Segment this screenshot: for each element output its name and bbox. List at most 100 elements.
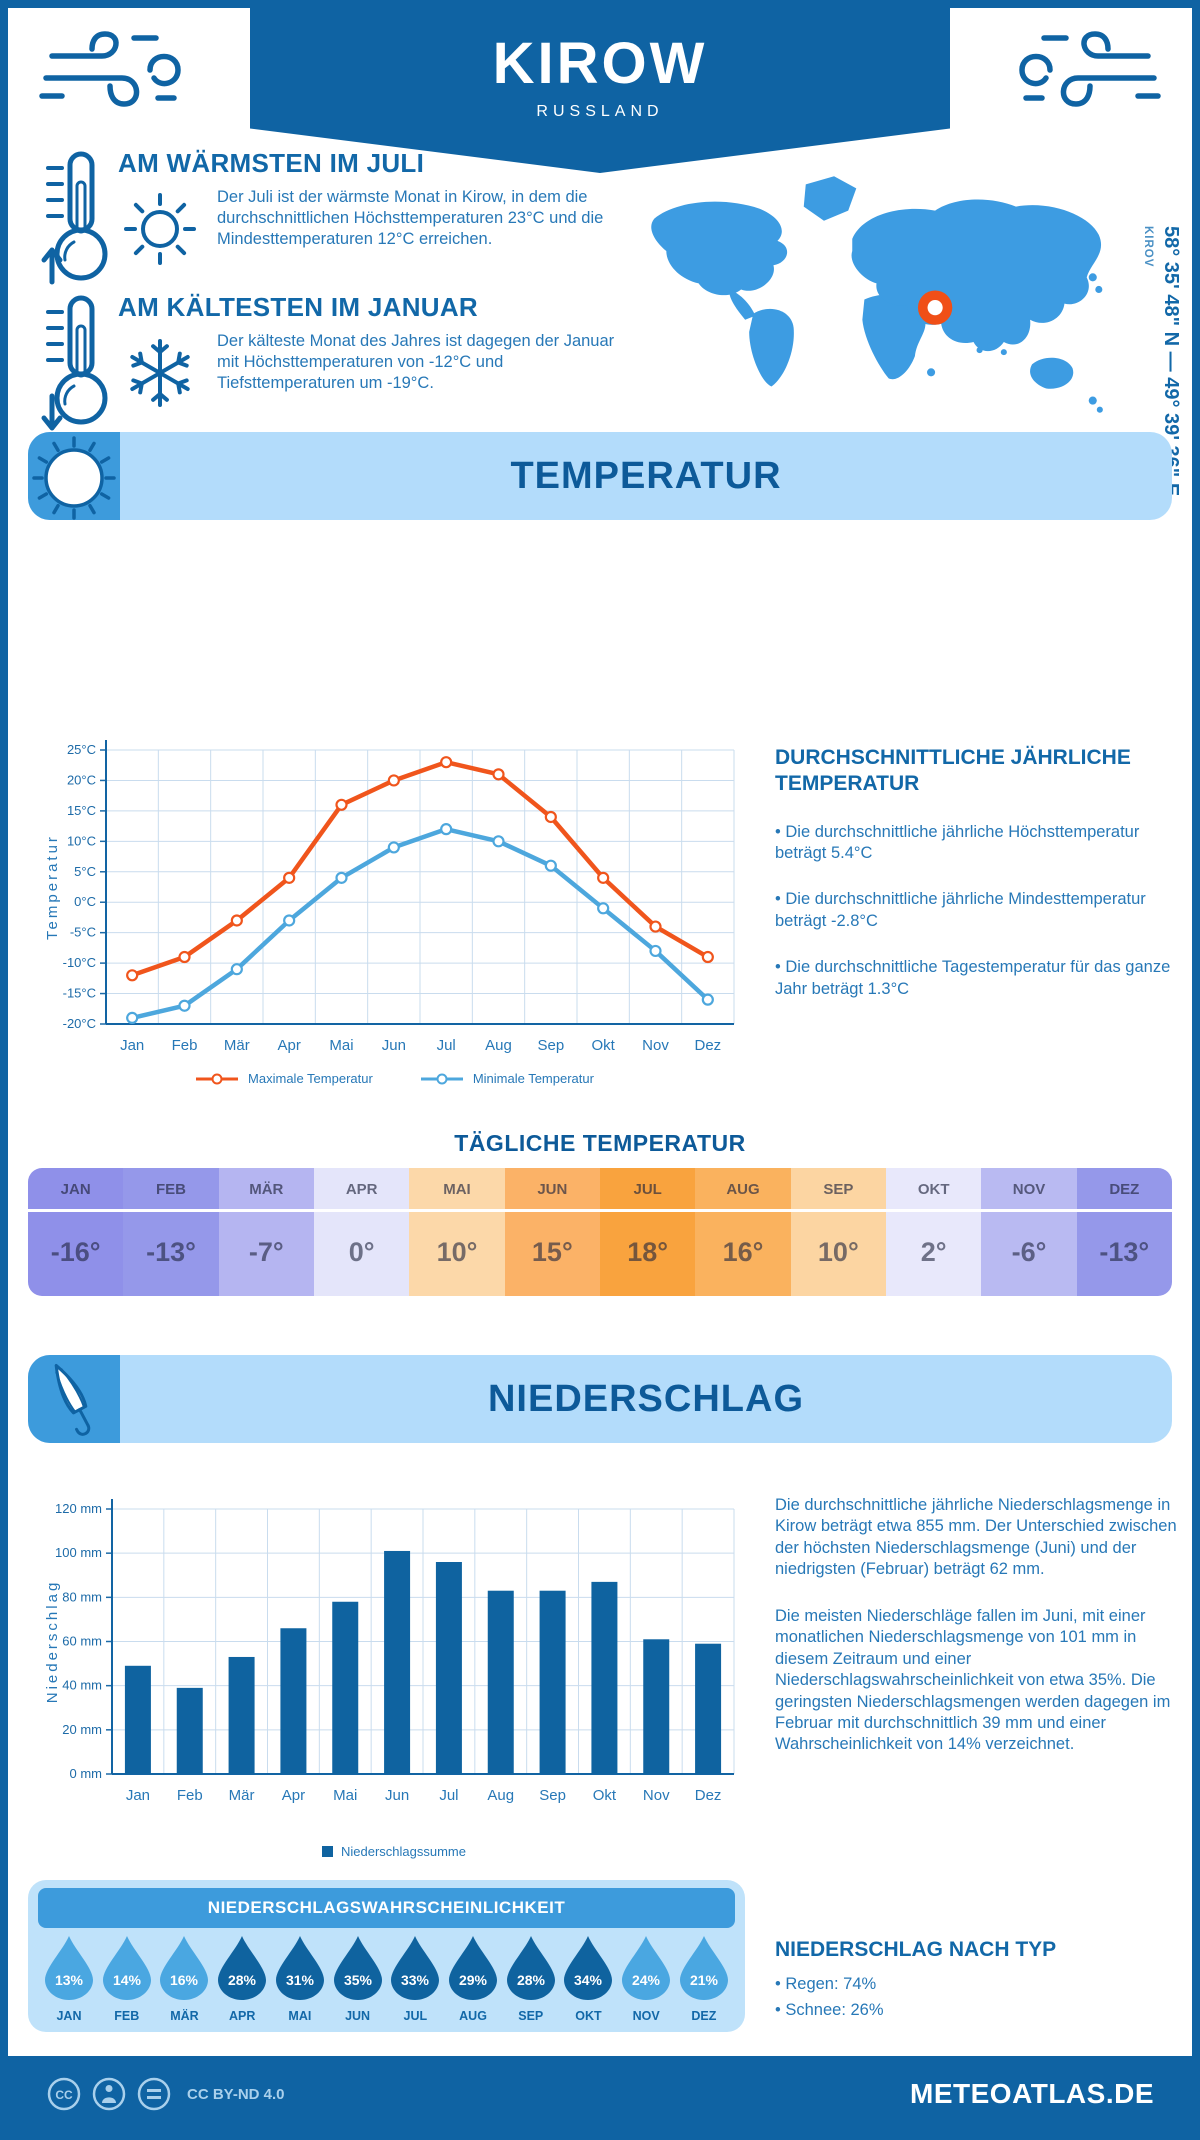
probability-title: NIEDERSCHLAGSWAHRSCHEINLICHKEIT <box>38 1888 735 1928</box>
droplet-icon: 34% <box>564 1936 613 2000</box>
daily-temp-cell: JUN 15° <box>504 1168 600 1296</box>
svg-text:24%: 24% <box>632 1972 661 1988</box>
by-type-title: NIEDERSCHLAG NACH TYP <box>775 1938 1057 1961</box>
daily-temp-month: JUN <box>504 1168 600 1212</box>
daily-temp-month: NOV <box>981 1168 1077 1212</box>
sun-icon <box>124 193 196 265</box>
no-derivatives-icon <box>137 2077 171 2111</box>
world-map <box>636 166 1116 429</box>
droplet-month: MÄR <box>170 2009 199 2023</box>
svg-text:CC: CC <box>55 2088 73 2102</box>
daily-temp-month: OKT <box>886 1168 982 1212</box>
stat-item: • Die durchschnittliche jährliche Höchst… <box>775 822 1140 862</box>
svg-text:20°C: 20°C <box>67 772 96 787</box>
license-label: CC BY-ND 4.0 <box>187 2085 285 2103</box>
svg-text:29%: 29% <box>459 1972 488 1988</box>
precipitation-bar-nov <box>643 1639 670 1774</box>
by-type-item: • Schnee: 26% <box>775 2000 884 2019</box>
svg-text:-15°C: -15°C <box>63 986 96 1001</box>
svg-text:60 mm: 60 mm <box>62 1634 102 1649</box>
legend-label: Niederschlagssumme <box>341 1844 466 1859</box>
svg-text:Jun: Jun <box>385 1787 409 1804</box>
droplet-icon: 31% <box>275 1936 324 2000</box>
precipitation-section-banner: NIEDERSCHLAG <box>28 1355 1172 1443</box>
svg-text:Mär: Mär <box>224 1037 250 1054</box>
svg-text:20 mm: 20 mm <box>62 1722 102 1737</box>
daily-temp-cell: MÄR -7° <box>218 1168 314 1296</box>
svg-text:Jul: Jul <box>439 1787 458 1804</box>
precipitation-bar-mär <box>228 1656 255 1774</box>
precipitation-bar-jun <box>384 1550 411 1774</box>
svg-text:31%: 31% <box>286 1972 315 1988</box>
droplet-icon: 28% <box>506 1936 555 2000</box>
svg-text:-5°C: -5°C <box>70 925 96 940</box>
svg-text:28%: 28% <box>517 1972 546 1988</box>
daily-temp-value: -13° <box>1099 1237 1150 1267</box>
stat-item: • Die durchschnittliche Tagestemperatur … <box>775 958 1171 998</box>
map-north-america <box>651 201 788 296</box>
droplet-month: DEZ <box>691 2009 717 2023</box>
legend-label: Maximale Temperatur <box>248 1071 373 1086</box>
probability-droplet: 34% OKT <box>561 1934 615 2023</box>
svg-text:Jan: Jan <box>120 1037 144 1054</box>
umbrella-banner-icon <box>28 1355 120 1443</box>
daily-temp-month: DEZ <box>1076 1168 1172 1212</box>
svg-text:5°C: 5°C <box>74 864 96 879</box>
svg-text:Sep: Sep <box>539 1787 566 1804</box>
svg-text:Dez: Dez <box>694 1037 721 1054</box>
precipitation-paragraph: Die meisten Niederschläge fallen im Juni… <box>775 1606 1171 1754</box>
precipitation-bar-mai <box>332 1601 359 1774</box>
probability-droplet: 33% JUL <box>388 1934 442 2023</box>
svg-text:Feb: Feb <box>172 1037 198 1054</box>
svg-text:Mai: Mai <box>329 1037 353 1054</box>
precipitation-probability-box: NIEDERSCHLAGSWAHRSCHEINLICHKEIT 13% JAN 14… <box>28 1880 745 2032</box>
highlight-title: AM KÄLTESTEN IM JANUAR <box>118 292 478 322</box>
svg-text:25°C: 25°C <box>67 742 96 757</box>
daily-temp-cell: JAN -16° <box>28 1168 124 1296</box>
probability-droplet: 21% DEZ <box>677 1934 731 2023</box>
svg-text:Apr: Apr <box>277 1037 300 1054</box>
map-south-america <box>749 308 794 387</box>
droplet-month: MAI <box>288 2009 312 2023</box>
daily-temp-value: -13° <box>146 1237 196 1267</box>
highlight-text: Der Juli ist der wärmste Monat in Kirow,… <box>217 188 604 249</box>
precipitation-chart-svg: 120 mm 100 mm 80 mm 60 mm 40 mm 20 mm 0 mm Jan F… <box>44 1499 735 1804</box>
daily-temperature-title: TÄGLICHE TEMPERATUR <box>454 1130 746 1156</box>
svg-text:Okt: Okt <box>593 1787 617 1804</box>
droplet-icon: 28% <box>218 1936 267 2000</box>
droplet-month: APR <box>228 2009 256 2023</box>
svg-text:33%: 33% <box>401 1972 430 1988</box>
svg-text:28%: 28% <box>228 1972 257 1988</box>
by-type-item: • Regen: 74% <box>775 1975 877 1993</box>
precipitation-text: Die durchschnittliche jährliche Niedersc… <box>775 1495 1177 1781</box>
location-coordinates: 58° 35' 48" N — 49° 39' 36" E <box>1160 226 1182 497</box>
location-marker <box>917 290 953 325</box>
daily-temp-cell: APR 0° <box>314 1168 410 1296</box>
droplet-month: OKT <box>575 2009 602 2023</box>
precipitation-legend: Niederschlagssumme <box>44 1844 744 1859</box>
brand-logo: METEOATLAS.DE <box>910 2078 1154 2109</box>
precipitation-chart: 120 mm 100 mm 80 mm 60 mm 40 mm 20 mm 0 mm Jan F… <box>44 1494 744 1824</box>
droplet-month: JAN <box>56 2009 82 2023</box>
daily-temp-value: 0° <box>348 1237 375 1267</box>
temperature-section-banner: TEMPERATUR <box>28 432 1172 520</box>
wind-icon <box>1019 31 1161 107</box>
svg-text:Aug: Aug <box>485 1037 512 1054</box>
map-central-america <box>728 289 756 320</box>
svg-text:Jan: Jan <box>126 1787 150 1804</box>
daily-temp-value: 10° <box>817 1237 859 1267</box>
probability-droplet: 28% SEP <box>504 1934 558 2023</box>
droplet-icon: 24% <box>622 1936 671 2000</box>
probability-droplet: 31% MAI <box>273 1934 327 2023</box>
probability-droplets: 13% JAN 14% FEB 16% MÄR 28% APR 31% MAI 35% JUN 33% J… <box>28 1928 745 2023</box>
daily-temp-month: AUG <box>695 1168 791 1212</box>
cc-icon: CC <box>47 2077 81 2111</box>
svg-text:21%: 21% <box>690 1972 719 1988</box>
svg-text:34%: 34% <box>574 1972 603 1988</box>
daily-temp-cell: NOV -6° <box>981 1168 1077 1296</box>
page-subtitle: RUSSLAND <box>536 103 664 120</box>
section-title-temperature: TEMPERATUR <box>510 454 782 497</box>
snowflake-icon <box>130 339 190 407</box>
daily-temp-cell: JUL 18° <box>600 1168 696 1296</box>
section-title-precipitation: NIEDERSCHLAG <box>487 1377 805 1420</box>
